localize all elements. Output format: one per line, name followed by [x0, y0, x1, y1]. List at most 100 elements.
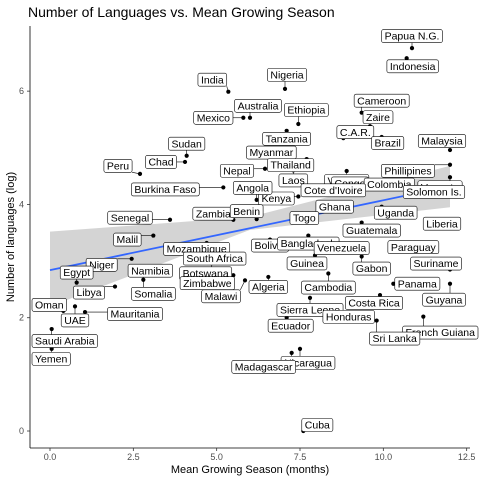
data-point-somalia	[141, 277, 146, 282]
label-box	[60, 313, 90, 328]
country-label: Malil	[117, 234, 139, 246]
label-box	[381, 29, 443, 43]
label-box	[301, 418, 334, 432]
label-ethiopia: Ethiopia	[284, 103, 329, 117]
label-benin: Benin	[229, 204, 264, 218]
country-label: Kenya	[261, 193, 291, 205]
x-axis-title: Mean Growing Season (months)	[171, 464, 329, 476]
label-saudi-arabia: Saudi Arabia	[31, 334, 98, 348]
y-axis-ticks: 0 2 4 6	[19, 86, 30, 436]
label-box	[31, 298, 67, 312]
country-label: Nicaragua	[284, 357, 332, 369]
label-phillipines: Phillipines	[381, 163, 435, 178]
label-box	[278, 173, 309, 188]
label-box	[410, 256, 462, 271]
data-point-india	[226, 89, 231, 94]
country-label: Saudi Arabia	[35, 336, 95, 348]
label-solomon-is: Solomon Is.	[402, 185, 466, 199]
label-box	[387, 240, 440, 255]
country-label: Cuba	[305, 420, 330, 432]
x-tick-label: 10.0	[375, 452, 393, 462]
country-label: Benin	[233, 206, 260, 218]
country-label: Brazil	[375, 138, 401, 150]
label-box	[73, 285, 105, 300]
label-libya: Libya	[73, 285, 105, 300]
label-box	[234, 98, 282, 113]
label-peru: Peru	[103, 159, 133, 173]
x-axis-ticks: 0.0 2.5 5.0 7.5 10.0 12.5	[44, 448, 475, 462]
country-label: Venezuela	[317, 243, 366, 255]
label-cote-d-ivoire: Cote d'Ivoire	[300, 183, 366, 198]
country-label: Egypt	[63, 267, 90, 279]
label-liberia: Liberia	[422, 216, 462, 231]
label-zambia: Zambia	[192, 206, 235, 221]
fit-line	[49, 185, 451, 272]
country-label: Myanmar	[249, 147, 293, 159]
label-box	[353, 93, 410, 108]
country-label: Paraguay	[391, 242, 437, 254]
country-label: Thailand	[271, 160, 311, 172]
label-box	[267, 68, 307, 82]
label-box	[352, 261, 391, 276]
label-india: India	[197, 72, 228, 87]
country-label: Angola	[236, 182, 269, 194]
data-point-sudan	[184, 153, 189, 158]
data-point-senegal	[167, 217, 173, 222]
label-tanzania: Tanzania	[262, 131, 311, 146]
label-guyana: Guyana	[422, 292, 466, 307]
y-tick-label: 4	[19, 199, 24, 209]
country-label: Zaire	[366, 112, 390, 124]
data-point-papua-n-g	[409, 45, 415, 51]
country-label: French Guiana	[406, 327, 476, 339]
country-label: Indonesia	[390, 61, 436, 73]
data-point-vanuatu	[447, 175, 453, 180]
country-label: Yemen	[35, 353, 67, 365]
label-thailand: Thailand	[267, 158, 315, 172]
data-point-madagascar	[289, 350, 294, 355]
label-oman: Oman	[31, 298, 67, 312]
country-label: Nigeria	[270, 69, 303, 81]
label-guatemala: Guatemala	[342, 223, 401, 238]
label-box	[373, 205, 418, 220]
country-label: Gabon	[356, 263, 388, 275]
label-box	[402, 185, 466, 199]
data-point-indonesia	[404, 56, 409, 61]
label-uae: UAE	[60, 313, 90, 328]
label-myanmar: Myanmar	[246, 145, 297, 160]
country-label: Cote d'Ivoire	[304, 185, 363, 197]
label-madagascar: Madagascar	[231, 360, 296, 374]
label-box	[267, 158, 315, 172]
label-box	[231, 360, 296, 374]
label-ghana: Ghana	[315, 199, 354, 214]
label-box	[85, 258, 118, 272]
data-point-egypt	[74, 280, 79, 285]
label-nepal: Nepal	[219, 163, 255, 178]
country-label: Namibia	[131, 265, 170, 277]
label-zaire: Zaire	[362, 110, 394, 125]
data-point-kenya	[296, 194, 301, 199]
label-south-africa: South Africa	[183, 251, 247, 266]
label-kenya: Kenya	[258, 191, 295, 206]
country-label: Liberia	[426, 218, 458, 230]
data-point-niger	[129, 256, 134, 261]
data-point-nepal	[262, 166, 268, 171]
country-label: Phillipines	[384, 165, 431, 177]
label-box	[131, 182, 200, 197]
data-point-benin	[254, 217, 259, 222]
country-label: Malaysia	[421, 136, 463, 148]
label-box	[183, 251, 247, 266]
data-point-cameroon	[359, 110, 364, 115]
y-axis-title: Number of languages (log)	[5, 172, 17, 302]
label-sri-lanka: Sri Lanka	[369, 331, 421, 346]
data-point-malil	[151, 233, 156, 238]
country-label: Libya	[76, 287, 101, 299]
data-point-guyana	[447, 281, 453, 286]
label-box	[342, 223, 401, 238]
country-label: UAE	[64, 315, 86, 327]
label-french-guiana: French Guiana	[402, 325, 479, 340]
data-point-costa-rica	[377, 292, 383, 298]
country-label: Guyana	[426, 294, 463, 306]
data-point-cambodia	[326, 271, 331, 276]
label-mauritania: Mauritania	[107, 307, 163, 321]
label-box	[131, 286, 176, 301]
